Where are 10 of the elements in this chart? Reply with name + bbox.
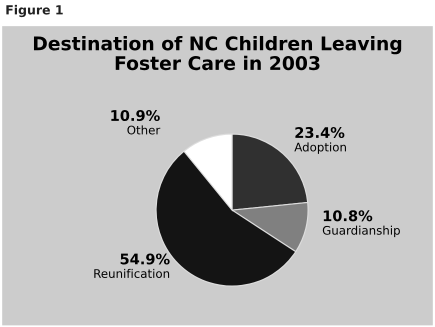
- slice-label: Other: [127, 125, 160, 135]
- caption: Figure 1: [6, 4, 63, 18]
- data-label: 23.4%: [295, 127, 344, 138]
- data-label: 10.9%: [111, 110, 160, 122]
- slice-label: Adoption: [294, 142, 346, 154]
- data-label: 10.8%: [324, 210, 372, 222]
- slice-label: Reunification: [94, 268, 170, 278]
- slice-label: Guardianship: [322, 226, 400, 238]
- chart-title: Destination of NC Children Leaving Foster Care in 2003: [34, 36, 402, 70]
- data-label: 54.9%: [120, 253, 170, 265]
